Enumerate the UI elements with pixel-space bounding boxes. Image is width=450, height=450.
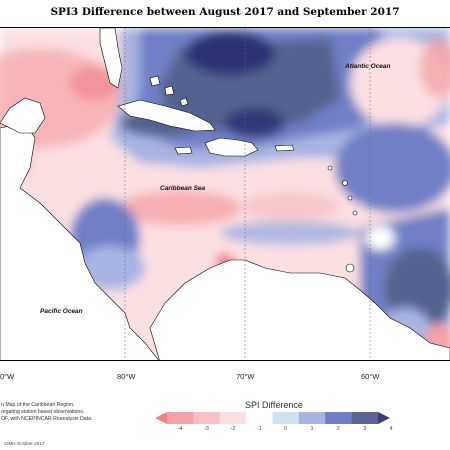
legend-tick-label: -3	[204, 426, 209, 432]
legend-swatch	[298, 412, 326, 424]
legend-tick-label: -2	[230, 426, 236, 432]
credit-line-3: OF, with NCEPINCAR Reanalysis Data.	[1, 416, 93, 422]
legend-tick-label: 1	[310, 426, 314, 432]
longitude-label-60w: 60°W	[361, 372, 380, 381]
atlantic-ocean-label: Atlantic Ocean	[345, 63, 391, 70]
legend-tick-label: -4	[177, 426, 183, 432]
legend-tick-label: 3	[363, 426, 367, 432]
legend-tick-label: 2	[337, 426, 340, 432]
legend-swatch-min	[155, 412, 167, 424]
longitude-label-70w: 70°W	[236, 372, 255, 381]
credit-line-2: regating station based observations,	[1, 409, 85, 415]
legend-swatch	[219, 412, 247, 424]
pacific-ocean-label: Pacific Ocean	[40, 308, 83, 315]
longitude-label-90w: 0°W	[0, 372, 15, 381]
credit-line-1: n Map of the Caribbean Region.	[1, 402, 75, 408]
caribbean-sea-label: Caribbean Sea	[160, 185, 206, 192]
legend-swatch	[272, 412, 300, 424]
spi-difference-map	[0, 28, 450, 360]
legend-tick-label: 0	[284, 426, 288, 432]
cimh-credit: CIMH October-2017	[4, 441, 45, 446]
land-masses	[0, 28, 450, 360]
legend-color-bar	[155, 412, 390, 424]
legend-swatch	[351, 412, 379, 424]
legend-swatch-max	[378, 412, 390, 424]
map-title: SPI3 Difference between August 2017 and …	[50, 6, 400, 18]
legend-tick-label: 4	[389, 426, 393, 432]
spi-field	[0, 28, 450, 360]
legend-title: SPI Difference	[245, 400, 303, 410]
longitude-label-80w: 80°W	[117, 372, 136, 381]
map-area: Atlantic Ocean Caribbean Sea Pacific Oce…	[0, 27, 450, 361]
legend-swatch	[325, 412, 352, 424]
legend-swatch	[193, 412, 221, 424]
legend-swatch	[167, 412, 194, 424]
legend-tick-label: -1	[257, 426, 262, 432]
legend-swatch	[246, 412, 273, 424]
